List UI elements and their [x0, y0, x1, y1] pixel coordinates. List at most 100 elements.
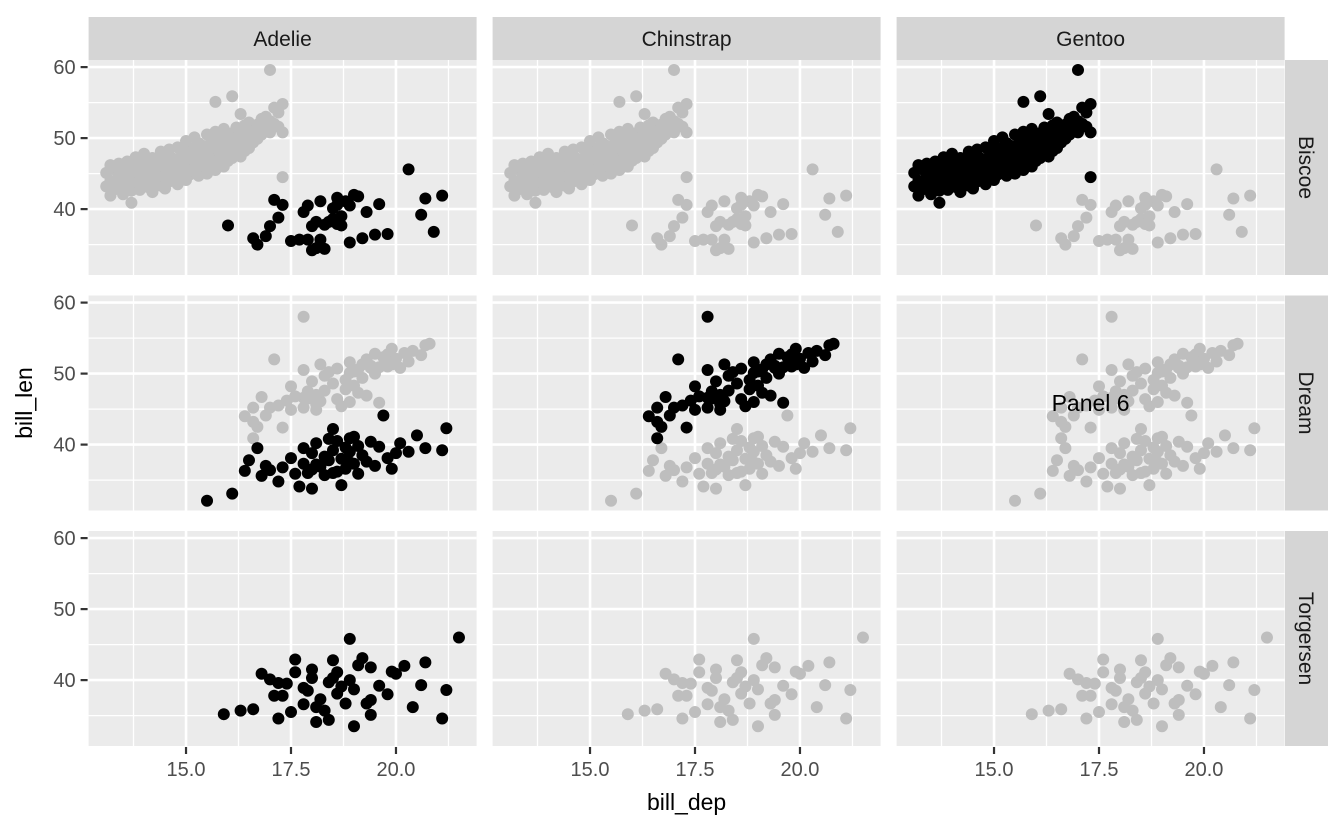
panel-torgersen-adelie [88, 531, 477, 746]
point-highlight [419, 192, 432, 205]
point [709, 447, 722, 460]
point [1227, 192, 1240, 205]
point-highlight [701, 364, 714, 377]
x-tick-label: 20.0 [377, 759, 416, 781]
point-highlight [680, 421, 693, 434]
point-highlight [364, 708, 377, 721]
point-highlight [1084, 171, 1097, 184]
point [356, 371, 369, 384]
point [1164, 652, 1177, 665]
point-highlight [255, 469, 268, 482]
point [764, 205, 777, 218]
point [1063, 391, 1076, 404]
point-highlight [651, 401, 664, 414]
point-highlight [293, 233, 306, 246]
point [1260, 631, 1273, 644]
point [1126, 384, 1139, 397]
point [1227, 442, 1240, 455]
point [297, 401, 310, 414]
point-highlight [781, 351, 794, 364]
point-highlight [373, 440, 386, 453]
point-highlight [436, 189, 449, 202]
point-highlight [722, 369, 735, 382]
point [343, 366, 356, 379]
point [676, 475, 689, 488]
point [814, 429, 827, 442]
point [1030, 219, 1043, 232]
point-highlight [663, 409, 676, 422]
point [1092, 403, 1105, 416]
point [247, 432, 260, 445]
point [1134, 422, 1147, 435]
point [680, 689, 693, 702]
point [823, 656, 836, 669]
x-tick-label: 20.0 [781, 759, 820, 781]
point [1076, 353, 1089, 366]
strip-label: Biscoe [1294, 136, 1317, 199]
point [705, 233, 718, 246]
point [1084, 689, 1097, 702]
point [1122, 195, 1135, 208]
point [718, 693, 731, 706]
point-highlight [684, 394, 697, 407]
point [1189, 360, 1202, 373]
point [1147, 383, 1160, 396]
point [621, 708, 634, 721]
strip-top-chinstrap: Chinstrap [492, 17, 881, 60]
point [1122, 358, 1135, 371]
point [1223, 349, 1236, 362]
point [672, 689, 685, 702]
point [676, 712, 689, 725]
strip-top-adelie: Adelie [88, 17, 477, 60]
point [1185, 409, 1198, 422]
point [1143, 479, 1156, 492]
point [819, 208, 832, 221]
point-highlight [305, 663, 318, 676]
point [840, 444, 853, 457]
point-highlight [276, 198, 289, 211]
point [722, 469, 735, 482]
point-highlight [735, 393, 748, 406]
point [840, 712, 853, 725]
point [1134, 444, 1147, 457]
point-highlight [305, 447, 318, 460]
strip-label: Adelie [253, 28, 311, 51]
point [1080, 712, 1093, 725]
point-highlight [347, 430, 360, 443]
panel-torgersen-gentoo [896, 531, 1285, 746]
point [268, 353, 281, 366]
point-highlight [276, 461, 289, 474]
point-highlight [251, 442, 264, 455]
point [1139, 393, 1152, 406]
point-highlight [415, 679, 428, 692]
point [1160, 386, 1173, 399]
point [1155, 683, 1168, 696]
point [1189, 452, 1202, 465]
point [1160, 467, 1173, 480]
point-highlight [735, 362, 748, 375]
point [1067, 459, 1080, 472]
strip-right-biscoe: Biscoe [1285, 60, 1328, 275]
x-tick-label: 15.0 [167, 759, 206, 781]
point [1097, 666, 1110, 679]
point [785, 688, 798, 701]
point [1042, 704, 1055, 717]
point [756, 190, 769, 203]
point [756, 440, 769, 453]
point-highlight [701, 310, 714, 323]
point [613, 95, 626, 108]
point [1105, 364, 1118, 377]
point [276, 98, 289, 111]
point [247, 415, 260, 428]
y-tick-label: 50 [53, 128, 75, 150]
point [1151, 445, 1164, 458]
point [1134, 377, 1147, 390]
point [680, 171, 693, 184]
point-highlight [301, 467, 314, 480]
point [676, 211, 689, 224]
point [1067, 230, 1080, 243]
point-highlight [756, 386, 769, 399]
point-highlight [760, 371, 773, 384]
point-highlight [259, 459, 272, 472]
point [806, 445, 819, 458]
